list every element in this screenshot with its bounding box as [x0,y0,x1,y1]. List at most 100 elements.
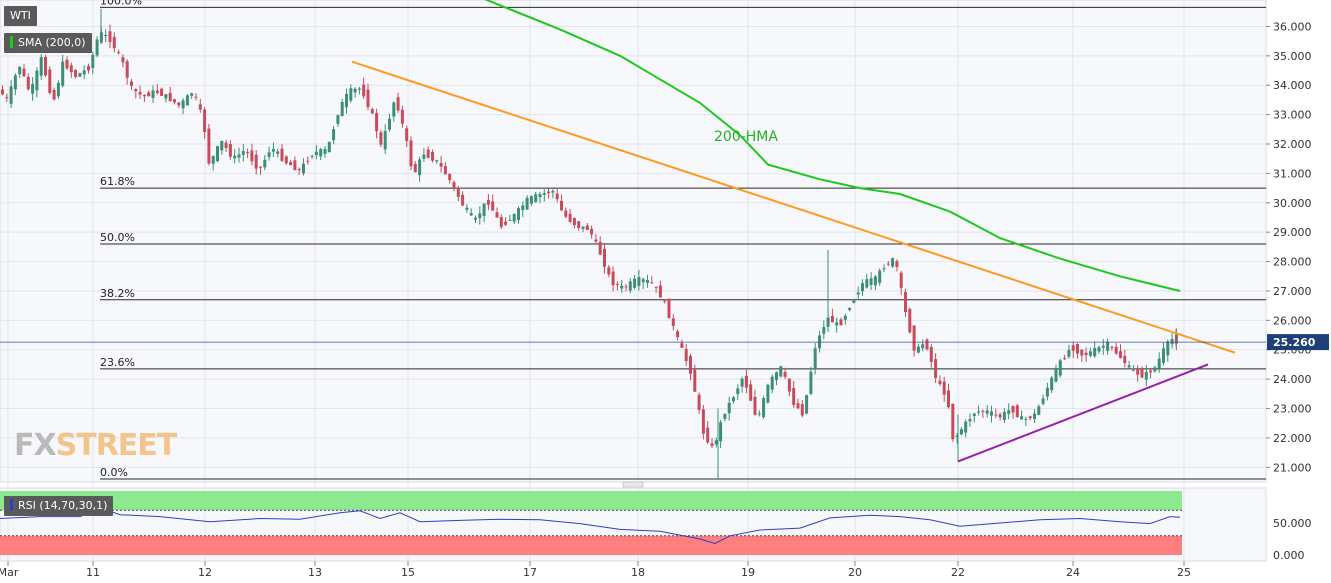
candle-body [577,221,581,228]
candle-body [525,197,529,210]
candle-body [938,380,942,384]
candle-body [904,291,907,313]
price-tick-label: 26.000 [1273,314,1312,327]
grid [0,0,1266,561]
candle-body [878,270,882,283]
hma-200-line [484,0,1181,292]
candle-body [641,279,645,283]
price-tick-label: 22.000 [1273,432,1312,445]
candle-body [495,212,499,218]
rsi-label[interactable]: RSI (14,70,30,1) [4,496,114,516]
candle-body [955,435,959,438]
price-tick-label: 23.000 [1273,403,1312,416]
candle-body [1127,365,1131,368]
time-tick-label: 20 [848,566,862,579]
candle-body [138,92,142,95]
candle-body [843,315,847,320]
fxstreet-logo: FXSTREET [14,428,177,463]
candle-body [792,387,796,405]
candle-body [1110,346,1114,348]
price-tick-label: 28.000 [1273,256,1312,269]
candle-body [1033,413,1036,420]
candle-body [1123,355,1127,364]
candle-body [1045,387,1049,397]
candle-body [13,75,17,90]
candle-body [35,70,39,91]
candle-body [203,109,207,133]
rsi-color-swatch [10,499,13,511]
candle-body [439,162,443,167]
candle-body [228,144,232,157]
candle-body [753,396,757,415]
candle-body [934,359,938,378]
candle-body [1058,360,1062,376]
candle-body [886,263,890,265]
candle-body [56,82,60,97]
candle-body [921,344,925,349]
candle-body [271,148,275,152]
candle-body [39,57,43,76]
candle-body [1024,418,1028,420]
candle-body [1041,398,1045,404]
candle-body [1119,351,1122,358]
fib-level-label: 23.6% [100,356,135,369]
candle-body [585,225,589,230]
candle-body [972,413,976,417]
time-tick-label: 13 [308,566,322,579]
price-tick-label: 32.000 [1273,138,1312,151]
candle-body [757,413,761,415]
candle-body [280,148,284,161]
candle-body [168,92,172,101]
time-tick-label: 11 [86,566,100,579]
candle-body [719,422,723,442]
rsi-oversold-band [0,535,1182,555]
candle-body [680,343,684,348]
resistance-trendline [351,60,1236,354]
candle-body [164,94,168,99]
candle-body [147,92,151,97]
candle-body [1054,369,1058,382]
fib-level-label: 61.8% [100,175,135,188]
candle-body [1028,416,1032,419]
overlays: 200-HMA [351,0,1236,463]
candle-body [1136,368,1140,375]
candle-body [190,93,194,96]
price-tick-label: 35.000 [1273,50,1312,63]
last-price-tag-text: 25.260 [1273,336,1316,349]
time-tick-label: 17 [523,566,537,579]
candle-body [865,279,869,288]
candle-body [9,86,13,104]
candle-body [637,277,641,286]
candle-body [1037,406,1041,415]
candle-body [474,217,477,220]
candle-body [697,394,701,411]
candlesticks [1,8,1178,480]
candle-body [413,163,417,172]
candle-body [555,193,559,200]
candle-body [1002,411,1006,421]
candle-body [1162,348,1165,363]
candle-body [448,174,452,181]
last-price-tag: 25.260 [0,334,1329,351]
pane-divider[interactable] [622,481,644,488]
candle-body [302,163,305,174]
candle-body [250,150,254,162]
candle-body [314,151,318,156]
time-axis: Mar 11 12 13 15 17 18 19 20 22 24 25 [0,561,1191,579]
candle-body [259,166,262,168]
symbol-label[interactable]: WTI [4,6,37,26]
candle-body [31,84,35,94]
candle-body [456,187,460,197]
candle-body [852,299,856,303]
candle-body [284,156,288,164]
candle-body [276,151,280,154]
candle-body [108,31,112,42]
candle-body [400,109,404,124]
candle-body [538,194,542,198]
sma-label[interactable]: SMA (200,0) [4,33,92,53]
candle-body [964,421,968,433]
candle-body [633,278,637,288]
candle-body [142,95,146,97]
time-tick-label: 19 [741,566,755,579]
candle-body [1020,416,1024,420]
